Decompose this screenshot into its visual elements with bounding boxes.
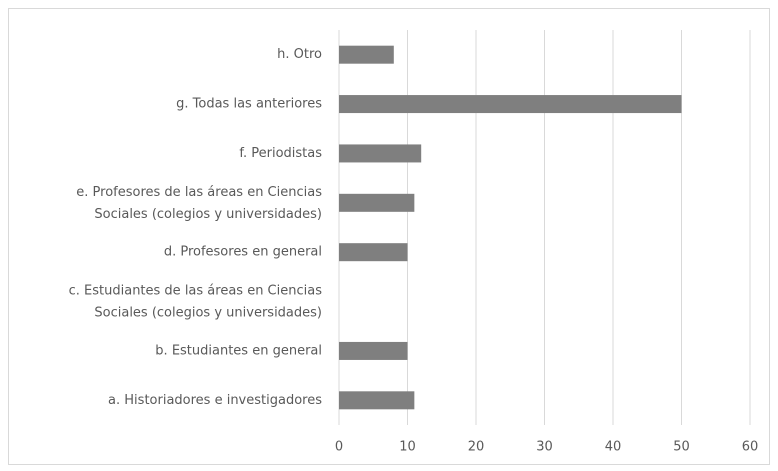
x-tick-label: 10 <box>399 440 416 455</box>
x-tick-label: 50 <box>673 440 690 455</box>
y-tick-label: b. Estudiantes en general <box>155 343 322 358</box>
y-tick-label: c. Estudiantes de las áreas en Ciencias S… <box>69 283 323 320</box>
chart-border <box>8 8 770 465</box>
bar <box>339 341 408 360</box>
x-tick-label: 60 <box>742 440 759 455</box>
y-tick-label: e. Profesores de las áreas en Ciencias So… <box>76 184 322 221</box>
bar <box>339 144 422 163</box>
x-tick-label: 30 <box>536 440 553 455</box>
x-tick-label: 40 <box>605 440 622 455</box>
y-tick-label: f. Periodistas <box>239 146 322 161</box>
bar <box>339 243 408 262</box>
x-tick-label: 0 <box>335 440 343 455</box>
y-tick-label: a. Historiadores e investigadores <box>108 393 322 408</box>
x-tick-label: 20 <box>468 440 485 455</box>
bar <box>339 193 415 212</box>
y-tick-label: d. Profesores en general <box>164 245 322 260</box>
y-tick-label: h. Otro <box>277 47 322 62</box>
bar <box>339 95 682 114</box>
bar <box>339 45 394 64</box>
bar <box>339 391 415 410</box>
y-tick-label: g. Todas las anteriores <box>176 97 322 112</box>
